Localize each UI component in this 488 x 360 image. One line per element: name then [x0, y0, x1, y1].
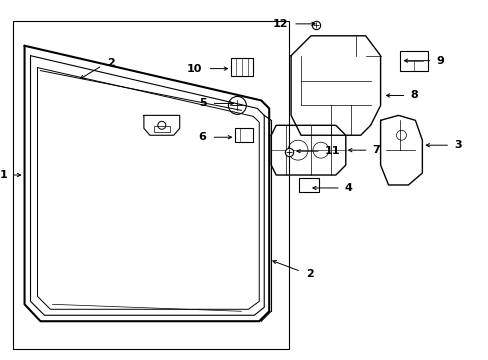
Text: 4: 4 [344, 183, 352, 193]
Text: 5: 5 [199, 98, 206, 108]
Text: 2: 2 [107, 58, 115, 68]
Text: 8: 8 [409, 90, 417, 100]
Bar [400, 51, 427, 71]
Text: 12: 12 [272, 19, 287, 29]
Bar [13, 21, 288, 349]
Text: 2: 2 [305, 270, 313, 279]
Text: 6: 6 [198, 132, 206, 142]
Text: 1: 1 [0, 170, 8, 180]
Bar [154, 126, 169, 132]
Bar [235, 128, 253, 142]
Bar [231, 58, 253, 76]
Text: 7: 7 [372, 145, 380, 155]
Bar [299, 178, 318, 192]
Text: 9: 9 [435, 56, 443, 66]
Text: 11: 11 [324, 146, 340, 156]
Text: 10: 10 [186, 64, 201, 73]
Text: 3: 3 [453, 140, 461, 150]
